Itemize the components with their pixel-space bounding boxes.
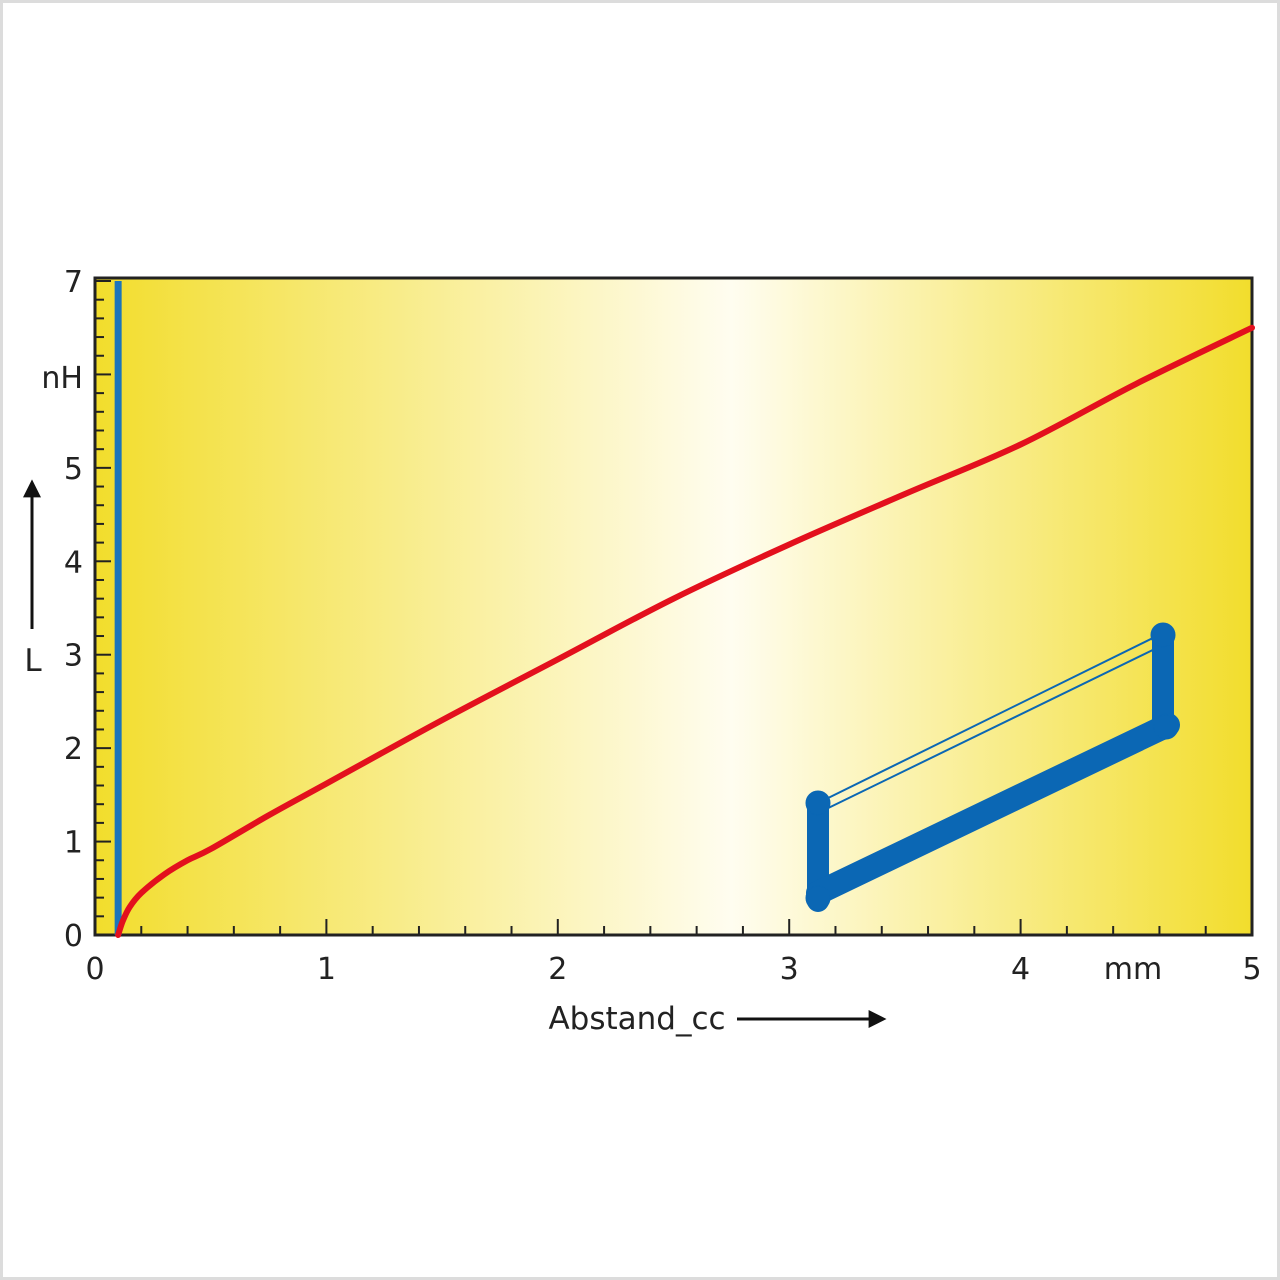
rectangular-conductor-loop-icon — [805, 622, 1180, 912]
y-tick-label: 2 — [64, 732, 83, 767]
x-tick-label: 4 — [1011, 952, 1030, 987]
y-tick-label: 1 — [64, 826, 83, 861]
x-tick-labels: 0 1 2 3 4 5 — [85, 952, 1261, 987]
x-axis-title: Abstand_cc — [548, 1001, 725, 1037]
y-tick-label: 0 — [64, 919, 83, 954]
x-tick-label: 0 — [85, 952, 104, 987]
series-line-inductance — [115, 324, 1255, 938]
x-tick-label: 2 — [548, 952, 567, 987]
x-minor-ticks — [94, 919, 1253, 935]
y-tick-label: 5 — [64, 452, 83, 487]
chart: 0 1 2 3 4 5 0 1 2 3 4 5 7 nH mm Abstand_cc L — [23, 265, 1262, 1037]
x-tick-label: 5 — [1242, 952, 1261, 987]
y-minor-ticks — [95, 280, 111, 936]
y-tick-label: 3 — [64, 639, 83, 674]
x-tick-label: 3 — [780, 952, 799, 987]
x-axis-unit: mm — [1104, 952, 1162, 987]
x-tick-label: 1 — [317, 952, 336, 987]
y-axis-unit: nH — [41, 361, 83, 396]
y-axis-title: L — [24, 643, 42, 679]
y-tick-label: 7 — [64, 265, 83, 300]
plot-background — [93, 276, 1254, 937]
y-tick-labels: 0 1 2 3 4 5 7 — [64, 265, 83, 954]
y-tick-label: 4 — [64, 545, 83, 580]
